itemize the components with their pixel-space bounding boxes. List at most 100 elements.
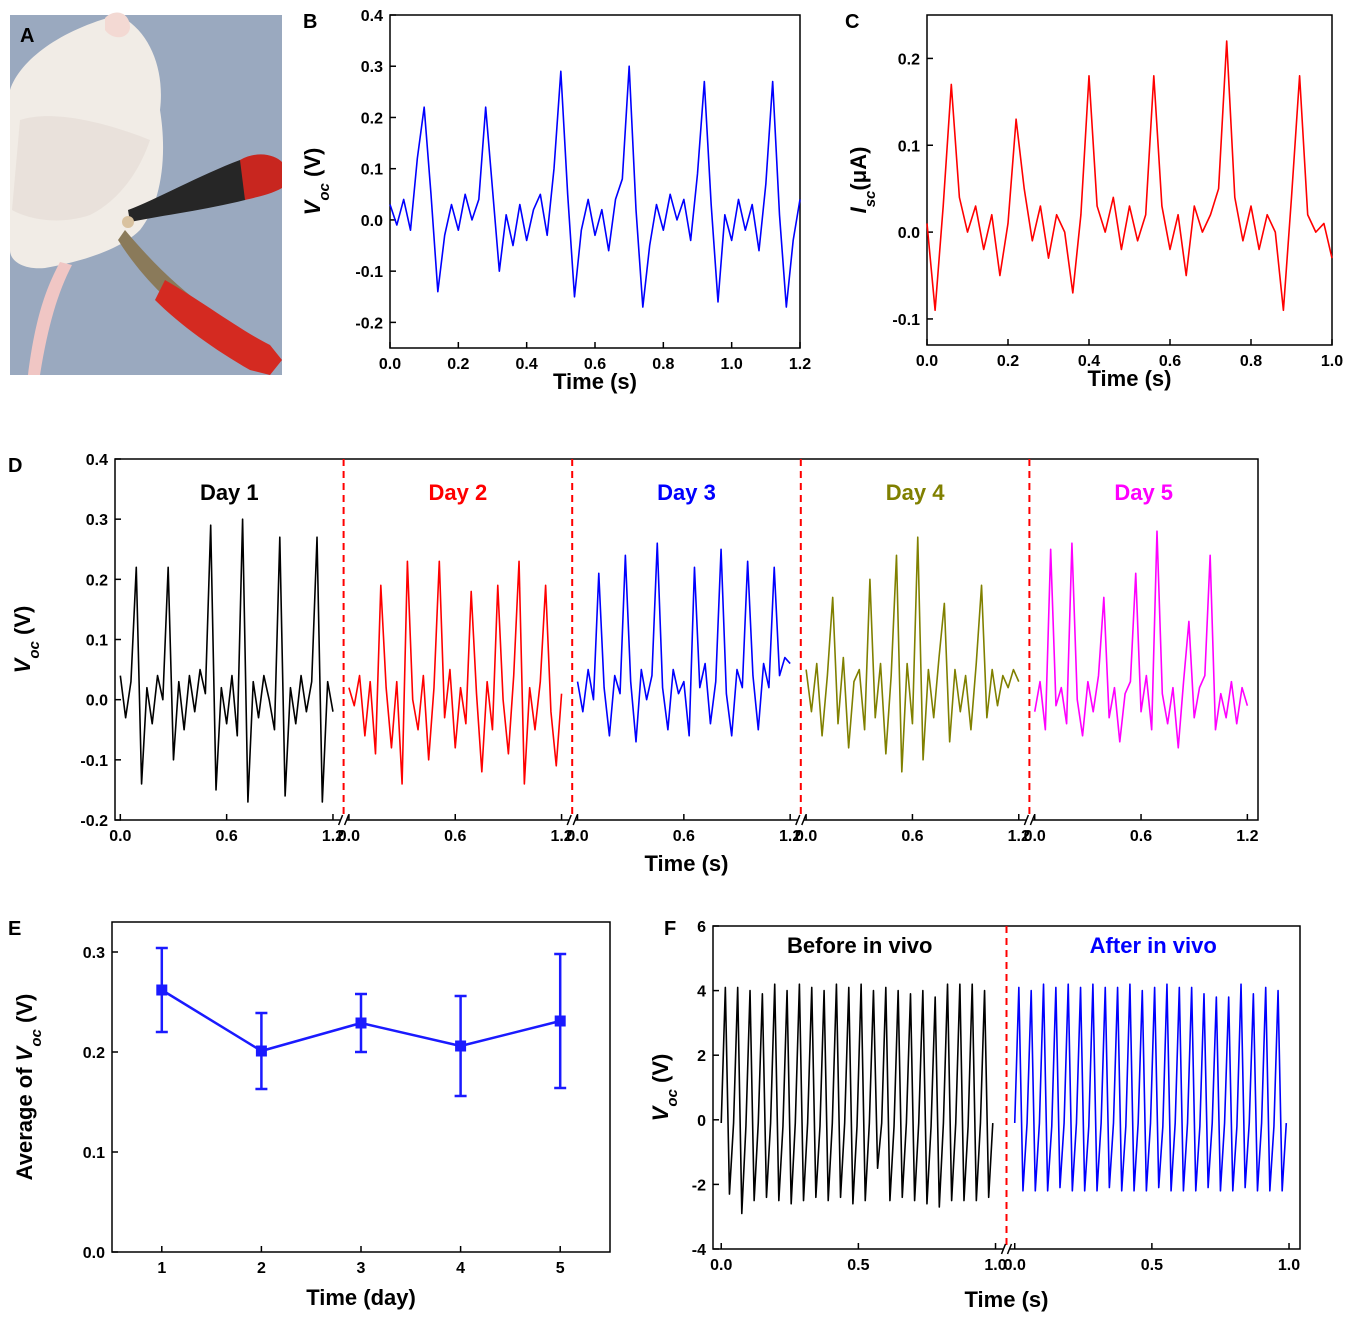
y-tick-label: 4 [697, 984, 706, 1001]
y-tick-label: 0.3 [361, 59, 383, 76]
x-tick-label: 1.2 [779, 828, 801, 845]
series-label: Day 2 [429, 480, 488, 505]
clip-black [128, 160, 272, 222]
x-tick-label: 4 [456, 1260, 465, 1277]
y-tick-label: 0.4 [86, 452, 108, 469]
y-axis-title-part: (V) [10, 606, 35, 641]
y-axis-title-part: oc [26, 640, 43, 658]
plot-frame [114, 458, 1259, 821]
plot-frame [389, 14, 801, 349]
axis-break [572, 814, 578, 826]
axis-break [1029, 814, 1036, 826]
panel-letter: B [303, 11, 317, 33]
x-tick-label: 0.6 [216, 828, 238, 845]
marker [255, 1045, 267, 1057]
y-tick-label: -0.1 [80, 753, 108, 770]
x-tick-label: 0.8 [1240, 353, 1262, 370]
y-axis-title-part: (V) [12, 994, 37, 1029]
electrode [122, 216, 134, 228]
x-tick-label: 0.5 [1141, 1257, 1163, 1274]
plot-frame [111, 921, 611, 1253]
y-tick-label: -0.2 [355, 315, 383, 332]
y-tick-label: -4 [692, 1242, 706, 1259]
chart-panel: C -0.1 0.0 0.1 0.2 0.0 0.2 0.4 0.6 0.8 1.0 Time (s)… [845, 11, 1343, 391]
x-tick-label: 0.0 [109, 828, 131, 845]
x-tick-label: 0.2 [447, 356, 469, 373]
y-tick-label: 0.0 [83, 1245, 105, 1262]
series-label: Before in vivo [787, 933, 932, 958]
y-tick-label: 2 [697, 1048, 706, 1065]
rat-tail [28, 262, 72, 375]
y-tick-label: 0 [697, 1113, 706, 1130]
x-tick-label: 0.6 [901, 828, 923, 845]
x-tick-label: 0.0 [795, 828, 817, 845]
x-tick-label: 0.6 [1130, 828, 1152, 845]
y-axis-title-part: (V) [300, 148, 325, 183]
y-axis-title-part: (μA) [846, 147, 871, 191]
x-tick-label: 1.2 [1236, 828, 1258, 845]
x-axis-title: Time (s) [553, 369, 637, 394]
axis-break-gap [1026, 816, 1033, 824]
x-tick-label: 0.2 [997, 353, 1019, 370]
y-tick-label: 0.3 [86, 512, 108, 529]
y-axis-title-part: I [846, 206, 871, 213]
axis-break-gap [1003, 1245, 1010, 1253]
data-line [576, 542, 791, 743]
y-axis-title-part: V [12, 1044, 37, 1061]
axis-break [1006, 1243, 1013, 1255]
y-tick-label: 0.0 [361, 213, 383, 230]
series-label: Day 5 [1114, 480, 1173, 505]
y-tick-label: 0.0 [86, 693, 108, 710]
y-tick-label: 0.4 [361, 8, 383, 25]
x-tick-label: 1.2 [550, 828, 572, 845]
y-axis-title-part: V [10, 656, 35, 673]
y-tick-label: 0.2 [86, 572, 108, 589]
axis-break [801, 814, 807, 826]
x-tick-label: 0.6 [1159, 353, 1181, 370]
x-tick-label: 0.6 [444, 828, 466, 845]
x-tick-label: 5 [556, 1260, 565, 1277]
x-tick-label: 1.2 [1008, 828, 1030, 845]
data-line [720, 983, 994, 1215]
data-line [119, 518, 334, 803]
y-axis-title-part: (V) [648, 1054, 673, 1089]
photo-panel: A [10, 12, 282, 375]
x-tick-label: 1.0 [1321, 353, 1343, 370]
panel-letter: A [20, 25, 34, 47]
x-tick-label: 0.0 [916, 353, 938, 370]
y-tick-label: 0.1 [898, 138, 920, 155]
y-axis-title: Average of Voc (V) [12, 994, 45, 1181]
x-axis-title: Time (s) [965, 1287, 1049, 1312]
series-label: Day 1 [200, 480, 259, 505]
x-tick-label: 0.6 [584, 356, 606, 373]
marker [355, 1017, 367, 1029]
y-axis-title-part: sc [862, 190, 879, 207]
y-tick-label: 0.0 [898, 225, 920, 242]
plot-frame [926, 14, 1333, 346]
x-tick-label: 0.0 [338, 828, 360, 845]
chart-panel: D-0.2-0.10.00.10.20.30.40.0 0.6 1.20.0 0.6 1… [8, 452, 1259, 876]
axis-break-gap [797, 816, 804, 824]
marker [554, 1015, 566, 1027]
marker [455, 1040, 467, 1052]
y-axis-title: Voc (V) [648, 1054, 681, 1122]
y-tick-label: 0.1 [361, 162, 383, 179]
x-tick-label: 1.0 [984, 1257, 1006, 1274]
chart-panel: E 0.0 0.1 0.2 0.3 1 2 3 4 5 Time (day) Average of V… [8, 918, 611, 1310]
data-line [348, 560, 563, 785]
x-tick-label: 0.0 [566, 828, 588, 845]
x-tick-label: 0.6 [673, 828, 695, 845]
axis-break [795, 814, 801, 826]
data-line [805, 536, 1020, 773]
y-axis-title-part: Average of [12, 1061, 37, 1180]
x-axis-title: Time (s) [645, 851, 729, 876]
y-tick-label: 0.2 [83, 1045, 105, 1062]
axis-break-gap [340, 816, 347, 824]
data-line [1033, 530, 1249, 749]
axis-break [1023, 814, 1030, 826]
y-tick-label: 0.2 [898, 51, 920, 68]
data-line [389, 65, 801, 308]
